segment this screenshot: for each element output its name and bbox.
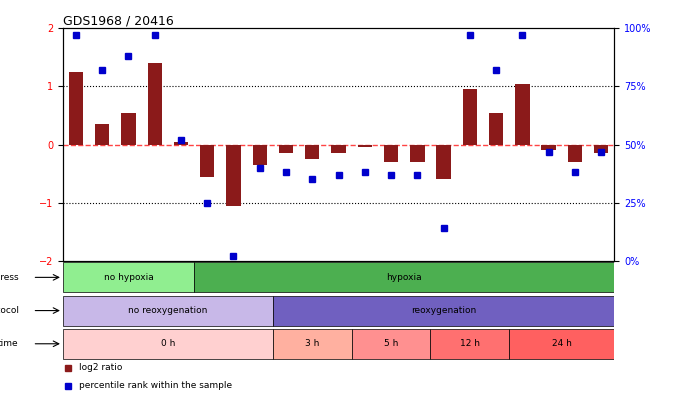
Bar bbox=[431, 329, 510, 359]
Text: 5 h: 5 h bbox=[384, 339, 399, 348]
Bar bbox=[95, 124, 110, 145]
Text: 3 h: 3 h bbox=[305, 339, 320, 348]
Bar bbox=[332, 145, 346, 153]
Text: 0 h: 0 h bbox=[161, 339, 175, 348]
Bar bbox=[63, 262, 194, 292]
Bar bbox=[410, 145, 424, 162]
Text: protocol: protocol bbox=[0, 306, 19, 315]
Bar bbox=[147, 63, 162, 145]
Bar bbox=[226, 145, 241, 206]
Bar bbox=[68, 72, 83, 145]
Bar bbox=[542, 145, 556, 150]
Bar bbox=[489, 113, 503, 145]
Bar bbox=[515, 83, 530, 145]
Text: 24 h: 24 h bbox=[552, 339, 572, 348]
Bar bbox=[273, 296, 614, 326]
Bar bbox=[253, 145, 267, 165]
Text: no hypoxia: no hypoxia bbox=[103, 273, 154, 282]
Bar bbox=[384, 145, 399, 162]
Text: stress: stress bbox=[0, 273, 19, 282]
Bar bbox=[194, 262, 614, 292]
Text: GDS1968 / 20416: GDS1968 / 20416 bbox=[63, 14, 174, 27]
Text: percentile rank within the sample: percentile rank within the sample bbox=[80, 382, 232, 390]
Bar bbox=[594, 145, 609, 153]
Text: time: time bbox=[0, 339, 19, 348]
Bar bbox=[510, 329, 614, 359]
Bar bbox=[200, 145, 214, 177]
Bar bbox=[174, 142, 188, 145]
Bar bbox=[436, 145, 451, 179]
Text: no reoxygenation: no reoxygenation bbox=[128, 306, 207, 315]
Bar bbox=[63, 329, 273, 359]
Text: 12 h: 12 h bbox=[460, 339, 480, 348]
Text: hypoxia: hypoxia bbox=[387, 273, 422, 282]
Bar bbox=[121, 113, 135, 145]
Bar bbox=[352, 329, 431, 359]
Text: reoxygenation: reoxygenation bbox=[411, 306, 476, 315]
Text: log2 ratio: log2 ratio bbox=[80, 363, 123, 372]
Bar bbox=[463, 90, 477, 145]
Bar bbox=[279, 145, 293, 153]
Bar bbox=[63, 296, 273, 326]
Bar bbox=[305, 145, 320, 159]
Bar bbox=[273, 329, 352, 359]
Bar bbox=[567, 145, 582, 162]
Bar bbox=[357, 145, 372, 147]
